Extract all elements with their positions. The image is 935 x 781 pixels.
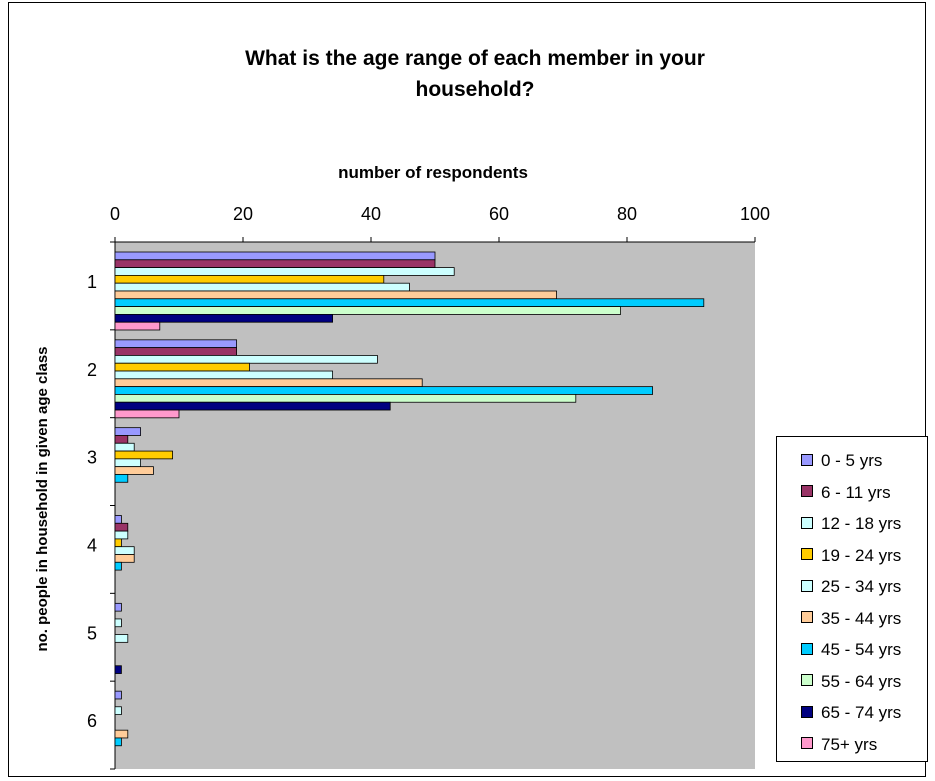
legend-swatch (801, 611, 813, 624)
x-tick-label: 80 (617, 204, 637, 224)
legend-label: 0 - 5 yrs (821, 451, 883, 470)
legend-swatch (801, 485, 813, 498)
x-axis-label: number of respondents (338, 163, 528, 182)
bar-0-5-yrs-cat-5 (114, 602, 122, 612)
legend-item: 0 - 5 yrs (801, 451, 882, 471)
y-tick-label: 5 (87, 623, 97, 643)
legend-label: 12 - 18 yrs (821, 514, 902, 533)
bar-25-34-yrs-cat-4 (114, 546, 135, 555)
bar-0-5-yrs-cat-6 (114, 690, 122, 700)
legend-label: 35 - 44 yrs (821, 608, 902, 628)
bar-55-64-yrs-cat-1 (114, 306, 622, 315)
legend-label: 6 - 11 yrs (821, 482, 891, 502)
bar-45-54-yrs-cat-2 (114, 386, 653, 395)
y-tick-label: 4 (87, 535, 97, 555)
chart-canvas: What is the age range of each member in … (34, 47, 770, 770)
legend: 0 - 5 yrs 6 - 11 yrs 12 - 18 yrs 19 - 24 yr… (776, 436, 928, 762)
bar-0-5-yrs-cat-2 (114, 339, 237, 349)
legend-item: 35 - 44 yrs (801, 609, 901, 629)
bar-65-74-yrs-cat-2 (114, 401, 391, 411)
bar-0-5-yrs-cat-3 (114, 427, 142, 436)
legend-label: 25 - 34 yrs (821, 577, 902, 596)
legend-swatch (801, 642, 813, 655)
bar-6-11-yrs-cat-2 (114, 347, 237, 356)
chart-title-line-2: household? (416, 78, 535, 101)
legend-swatch (801, 674, 813, 687)
bar-12-18-yrs-cat-6 (114, 706, 122, 715)
legend-swatch (801, 516, 813, 529)
bar-35-44-yrs-cat-3 (114, 466, 154, 475)
x-tick-label: 0 (110, 204, 120, 224)
bar-25-34-yrs-cat-3 (114, 458, 142, 468)
x-tick-label: 40 (361, 204, 381, 224)
chart-title-line-1: What is the age range of each member in … (245, 47, 705, 70)
legend-swatch (801, 579, 813, 592)
legend-label: 75+ yrs (821, 734, 878, 754)
bar-35-44-yrs-cat-2 (114, 378, 423, 388)
bar-25-34-yrs-cat-2 (114, 370, 334, 380)
legend-item: 45 - 54 yrs (801, 640, 901, 660)
bar-19-24-yrs-cat-3 (114, 450, 173, 460)
bar-25-34-yrs-cat-1 (114, 282, 410, 292)
legend-item: 6 - 11 yrs (801, 483, 891, 503)
legend-label: 55 - 64 yrs (821, 671, 902, 691)
plot-background (115, 242, 755, 769)
bar-12-18-yrs-cat-3 (114, 442, 135, 452)
bar-19-24-yrs-cat-2 (114, 362, 250, 372)
bar-12-18-yrs-cat-1 (114, 267, 455, 276)
bar-65-74-yrs-cat-5 (114, 665, 122, 674)
legend-swatch (801, 705, 813, 718)
legend-item: 25 - 34 yrs (801, 577, 901, 597)
bar-0-5-yrs-cat-4 (114, 515, 122, 524)
bar-35-44-yrs-cat-4 (114, 554, 135, 563)
bar-25-34-yrs-cat-5 (114, 634, 129, 643)
bar-75-yrs-cat-2 (114, 409, 180, 419)
y-tick-label: 1 (87, 272, 97, 292)
legend-item: 19 - 24 yrs (801, 546, 901, 566)
bar-65-74-yrs-cat-1 (114, 313, 334, 323)
x-tick-label: 20 (233, 204, 253, 224)
bar-12-18-yrs-cat-5 (114, 618, 122, 628)
y-axis-label: no. people in household in given age cla… (34, 346, 51, 651)
legend-label: 65 - 74 yrs (821, 703, 902, 722)
bar-35-44-yrs-cat-1 (114, 290, 558, 300)
bar-75-yrs-cat-1 (114, 321, 161, 331)
bar-45-54-yrs-cat-6 (114, 737, 122, 747)
legend-swatch (801, 453, 813, 466)
plot-area: 0 20 40 60 80 100 1 2 3 4 5 6 (87, 204, 770, 770)
bar-45-54-yrs-cat-3 (114, 474, 129, 483)
bar-6-11-yrs-cat-1 (114, 259, 436, 268)
bar-19-24-yrs-cat-1 (114, 274, 385, 284)
bar-55-64-yrs-cat-2 (114, 394, 577, 403)
bar-19-24-yrs-cat-4 (114, 538, 122, 548)
bar-6-11-yrs-cat-3 (114, 435, 129, 444)
bar-45-54-yrs-cat-1 (114, 298, 705, 307)
legend-swatch (801, 737, 813, 750)
chart-frame: What is the age range of each member in … (8, 2, 928, 777)
y-tick-label: 6 (87, 711, 97, 731)
bar-6-11-yrs-cat-4 (114, 522, 129, 532)
legend-swatch (801, 548, 813, 561)
legend-item: 75+ yrs (801, 735, 877, 755)
bar-0-5-yrs-cat-1 (114, 251, 436, 261)
bar-45-54-yrs-cat-4 (114, 561, 122, 571)
x-tick-label: 60 (489, 204, 509, 224)
bar-35-44-yrs-cat-6 (114, 729, 129, 739)
bar-12-18-yrs-cat-2 (114, 355, 378, 364)
legend-item: 55 - 64 yrs (801, 672, 901, 692)
y-tick-label: 3 (87, 448, 97, 468)
legend-label: 45 - 54 yrs (821, 640, 902, 659)
bar-12-18-yrs-cat-4 (114, 530, 129, 540)
legend-item: 65 - 74 yrs (801, 703, 901, 723)
y-tick-label: 2 (87, 360, 97, 380)
legend-label: 19 - 24 yrs (821, 545, 902, 565)
legend-item: 12 - 18 yrs (801, 514, 901, 534)
x-tick-label: 100 (740, 204, 770, 224)
